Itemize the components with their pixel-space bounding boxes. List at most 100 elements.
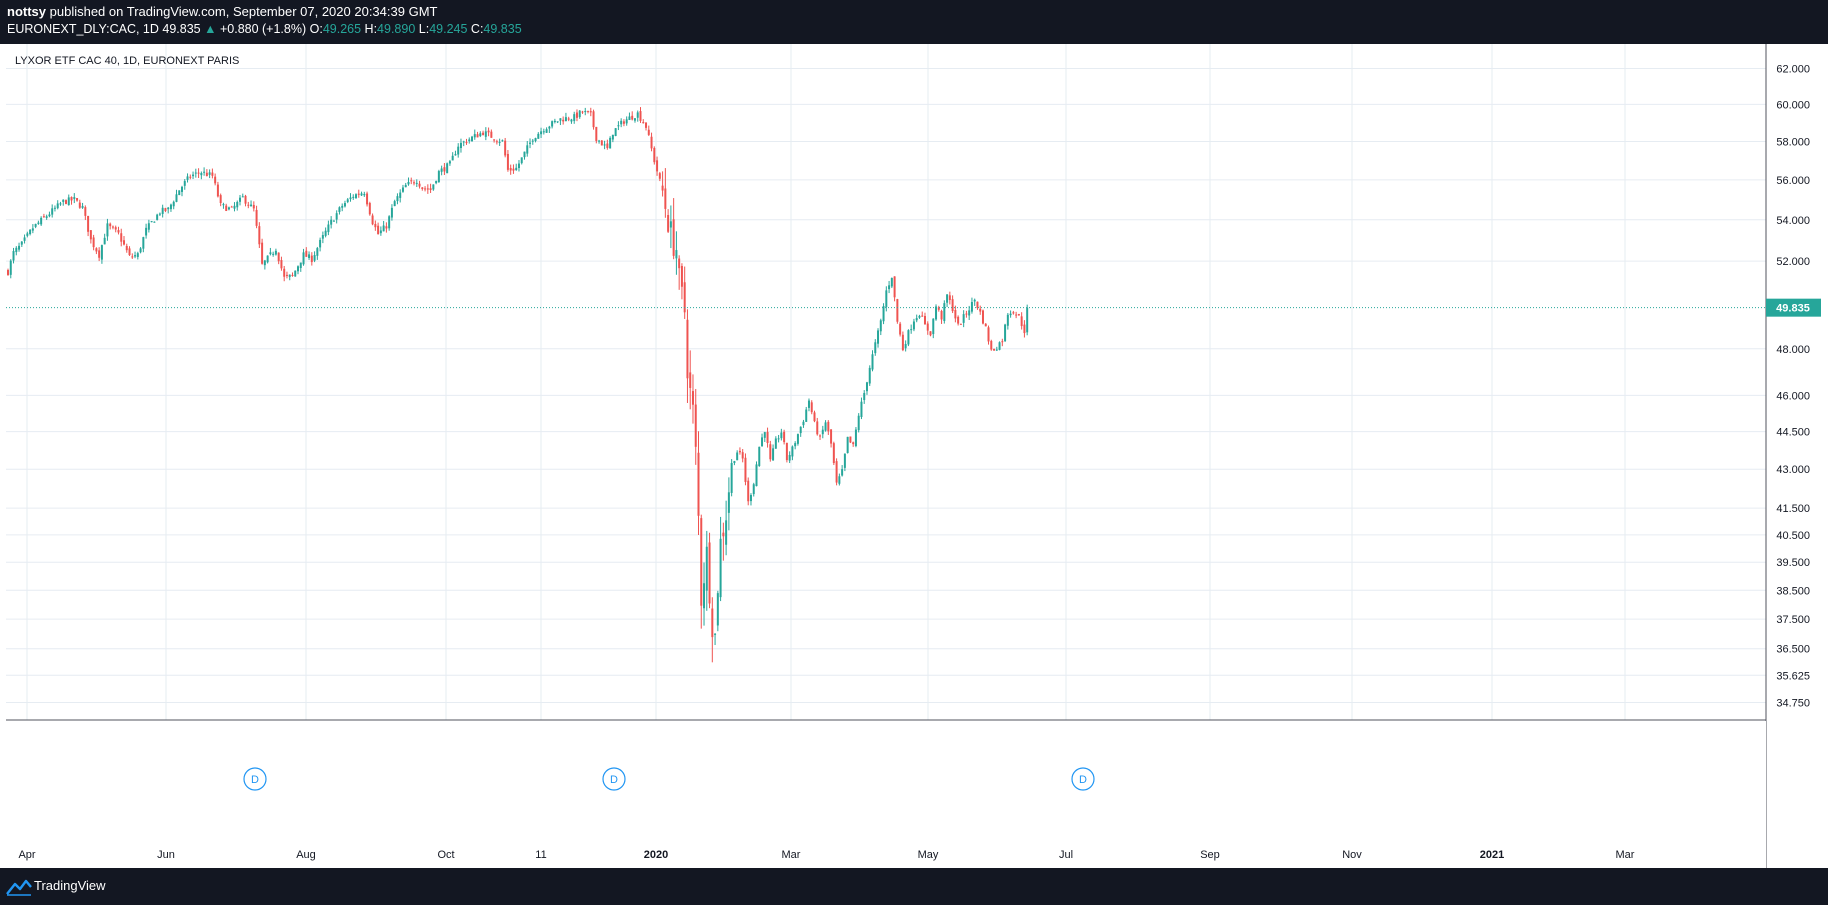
candle-body[interactable] [181,186,184,192]
candle-body[interactable] [691,391,694,405]
candle-body[interactable] [763,432,766,438]
candle-body[interactable] [841,469,844,476]
candle-body[interactable] [940,310,943,320]
candle-body[interactable] [167,207,170,210]
candle-body[interactable] [578,110,581,118]
candle-body[interactable] [468,139,471,142]
candle-body[interactable] [890,278,893,287]
candle-body[interactable] [45,216,48,218]
candle-body[interactable] [111,226,114,228]
candle-body[interactable] [730,463,733,493]
candle-body[interactable] [832,443,835,464]
candle-body[interactable] [399,192,402,198]
candle-body[interactable] [802,421,805,426]
candle-body[interactable] [819,435,822,437]
candle-body[interactable] [216,184,219,197]
candle-body[interactable] [678,258,681,269]
candle-body[interactable] [725,520,728,545]
candle-body[interactable] [633,118,636,121]
candle-body[interactable] [946,294,949,303]
candle-body[interactable] [490,131,493,138]
candle-body[interactable] [1017,314,1020,316]
candle-body[interactable] [515,167,518,171]
candle-body[interactable] [703,583,706,609]
candle-body[interactable] [255,209,258,226]
candle-body[interactable] [241,196,244,198]
candle-body[interactable] [846,436,849,453]
candle-body[interactable] [531,140,534,142]
candle-body[interactable] [1012,312,1015,314]
candle-body[interactable] [540,131,543,135]
candle-body[interactable] [923,316,926,325]
candle-body[interactable] [225,205,228,211]
candle-body[interactable] [567,118,570,120]
candle-body[interactable] [100,245,103,260]
candle-body[interactable] [73,197,76,199]
candle-body[interactable] [598,140,601,142]
candle-body[interactable] [915,318,918,321]
candle-body[interactable] [777,438,780,440]
candle-body[interactable] [1026,307,1029,333]
candle-body[interactable] [324,230,327,236]
candle-body[interactable] [987,327,990,342]
candle-body[interactable] [865,382,868,392]
candle-body[interactable] [534,138,537,141]
candle-body[interactable] [169,204,172,210]
candle-body[interactable] [448,161,451,164]
candle-body[interactable] [885,290,888,307]
dividend-event-marker[interactable] [602,767,626,791]
candle-body[interactable] [498,141,501,143]
candle-body[interactable] [233,205,236,209]
candle-body[interactable] [454,154,457,156]
candle-body[interactable] [123,240,126,245]
candle-body[interactable] [628,116,631,120]
candle-body[interactable] [893,276,896,298]
candle-body[interactable] [125,245,128,251]
candle-body[interactable] [31,228,34,231]
candle-body[interactable] [305,250,308,257]
candle-body[interactable] [164,208,167,212]
candle-body[interactable] [504,140,507,156]
candle-body[interactable] [852,442,855,445]
candle-body[interactable] [70,197,73,201]
candle-body[interactable] [694,404,697,447]
candle-body[interactable] [882,306,885,322]
candle-body[interactable] [747,480,750,502]
candle-body[interactable] [755,464,758,487]
candle-body[interactable] [512,168,515,171]
candle-body[interactable] [87,215,90,232]
candle-body[interactable] [343,203,346,207]
candle-body[interactable] [506,153,509,170]
candle-body[interactable] [921,315,924,317]
candle-body[interactable] [95,248,98,252]
candle-body[interactable] [816,421,819,435]
candle-body[interactable] [291,274,294,276]
candle-body[interactable] [910,329,913,331]
candle-body[interactable] [67,197,70,206]
candle-body[interactable] [316,248,319,256]
candle-body[interactable] [727,492,730,513]
candle-body[interactable] [686,319,689,379]
candle-body[interactable] [907,330,910,345]
candle-body[interactable] [222,204,225,206]
candle-body[interactable] [843,453,846,468]
candle-body[interactable] [200,173,203,176]
candle-body[interactable] [517,163,520,169]
candle-body[interactable] [429,188,432,190]
candle-body[interactable] [705,546,708,591]
candle-body[interactable] [631,115,634,120]
candle-body[interactable] [661,185,664,191]
candle-body[interactable] [689,372,692,388]
candle-body[interactable] [308,254,311,258]
candle-body[interactable] [355,194,358,199]
candle-body[interactable] [658,173,661,179]
candle-body[interactable] [642,122,645,124]
candle-body[interactable] [172,201,175,207]
candle-body[interactable] [854,429,857,447]
candle-body[interactable] [437,171,440,183]
candle-body[interactable] [1001,341,1004,343]
candle-body[interactable] [330,219,333,225]
candle-body[interactable] [835,461,838,483]
candle-body[interactable] [973,299,976,302]
candle-body[interactable] [1023,324,1026,334]
